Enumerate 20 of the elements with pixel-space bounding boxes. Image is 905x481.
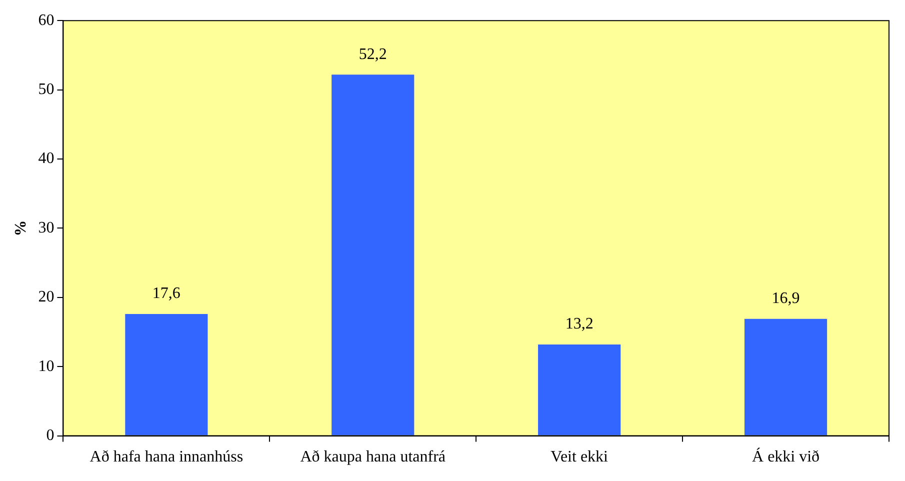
data-label: 13,2 (565, 316, 594, 333)
x-tick-label: Að kaupa hana utanfrá (300, 448, 446, 466)
y-tick-label: 60 (38, 12, 54, 29)
data-label: 16,9 (772, 290, 800, 308)
y-tick-label: 50 (38, 81, 54, 98)
y-tick-label: 10 (38, 358, 54, 375)
y-tick-label: 30 (38, 219, 54, 236)
x-tick-label: Veit ekki (550, 448, 609, 466)
x-tick-label: Á ekki við (752, 448, 820, 466)
data-label: 52,2 (358, 46, 387, 63)
y-tick-label: 0 (46, 427, 54, 444)
bar (332, 74, 414, 436)
y-tick-label: 20 (38, 288, 54, 306)
bar (744, 318, 828, 436)
data-label: 17,6 (152, 285, 180, 302)
y-axis-title: % (12, 220, 30, 236)
bar (538, 344, 621, 436)
y-tick-label: 40 (38, 150, 54, 168)
bar (125, 314, 208, 436)
x-tick-label: Að hafa hana innanhúss (90, 448, 244, 466)
